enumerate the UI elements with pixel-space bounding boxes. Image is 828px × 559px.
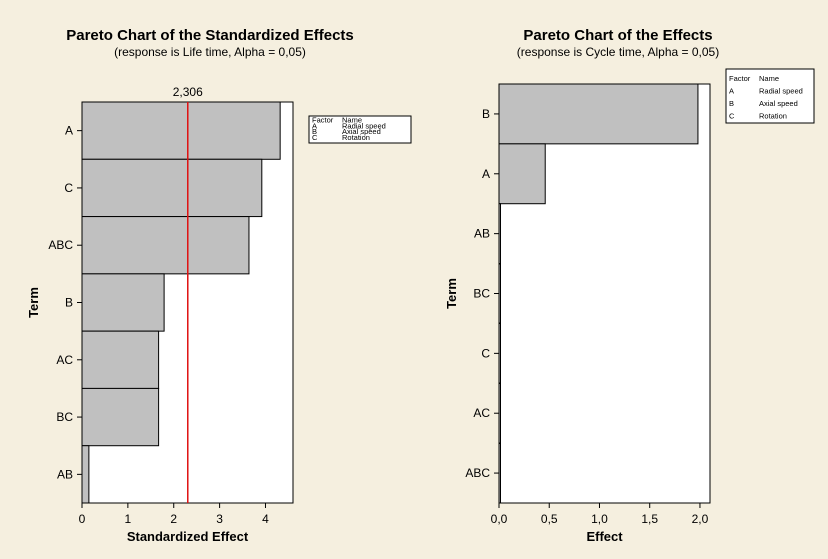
y-tick-label: ABC: [465, 466, 490, 480]
legend-name: Rotation: [759, 112, 787, 121]
legend-box: [308, 115, 412, 144]
y-axis-label: Term: [444, 278, 459, 309]
x-tick-label: 2: [170, 512, 177, 526]
legend-name: Axial speed: [342, 127, 381, 136]
y-axis-label: Term: [26, 287, 41, 318]
legend-name: Rotation: [342, 133, 370, 142]
x-tick-label: 3: [216, 512, 223, 526]
y-tick-label: AC: [56, 353, 73, 367]
y-tick-label: A: [65, 124, 73, 138]
legend-name: Radial speed: [342, 121, 386, 130]
y-tick-label: B: [65, 296, 73, 310]
chart-title: Pareto Chart of the Standardized Effects: [66, 27, 354, 44]
reference-line-label: 2,306: [173, 85, 203, 99]
x-tick-label: 0,0: [491, 512, 508, 526]
bar-c: [498, 322, 501, 384]
x-axis-label: Effect: [586, 529, 623, 544]
legend-header-name: Name: [342, 116, 362, 125]
chart-title: Pareto Chart of the Effects: [523, 27, 712, 44]
legend-header-name: Name: [759, 74, 779, 83]
y-tick-label: C: [64, 181, 73, 195]
y-tick-label: B: [482, 107, 490, 121]
y-tick-label: ABC: [48, 238, 73, 252]
bar-bc: [81, 387, 160, 447]
legend-factor: A: [312, 121, 317, 130]
bar-ab: [498, 203, 502, 265]
bar-ab: [81, 445, 90, 504]
bar-b: [81, 273, 165, 332]
x-tick-label: 1,0: [591, 512, 608, 526]
x-tick-label: 0: [79, 512, 86, 526]
bar-bc: [498, 263, 501, 324]
legend-header-factor: Factor: [729, 74, 751, 83]
bar-abc: [81, 216, 250, 275]
legend-factor: A: [729, 87, 734, 96]
y-tick-label: AB: [57, 467, 73, 481]
bar-c: [81, 158, 263, 218]
bar-ac: [81, 330, 160, 389]
x-axis-label: Standardized Effect: [127, 529, 249, 544]
legend-factor: C: [729, 112, 735, 121]
x-tick-label: 0,5: [541, 512, 558, 526]
bar-b: [498, 83, 699, 145]
y-tick-label: A: [482, 167, 490, 181]
chart-subtitle: (response is Life time, Alpha = 0,05): [114, 45, 306, 59]
chart-subtitle: (response is Cycle time, Alpha = 0,05): [517, 45, 719, 59]
legend: Factor Name A Radial speed B Axial speed C Rota…: [725, 68, 815, 124]
bar-ac: [498, 382, 501, 444]
legend-factor: B: [729, 99, 734, 108]
legend-box: [725, 68, 815, 124]
y-tick-label: AC: [473, 406, 490, 420]
y-tick-label: BC: [473, 287, 490, 301]
x-tick-label: 2,0: [692, 512, 709, 526]
bar-a: [498, 143, 546, 205]
legend-factor: C: [312, 133, 318, 142]
bar-a: [81, 101, 281, 160]
y-tick-label: BC: [56, 410, 73, 424]
legend-name: Radial speed: [759, 87, 803, 96]
x-tick-label: 1: [125, 512, 132, 526]
legend-header-factor: Factor: [312, 116, 334, 125]
x-tick-label: 1,5: [641, 512, 658, 526]
legend-factor: B: [312, 127, 317, 136]
y-tick-label: AB: [474, 227, 490, 241]
y-tick-label: C: [481, 346, 490, 360]
bar-abc: [498, 442, 501, 504]
legend: Factor Name A Radial speed B Axial speed C Rota…: [308, 115, 412, 144]
legend-name: Axial speed: [759, 99, 798, 108]
x-tick-label: 4: [262, 512, 269, 526]
